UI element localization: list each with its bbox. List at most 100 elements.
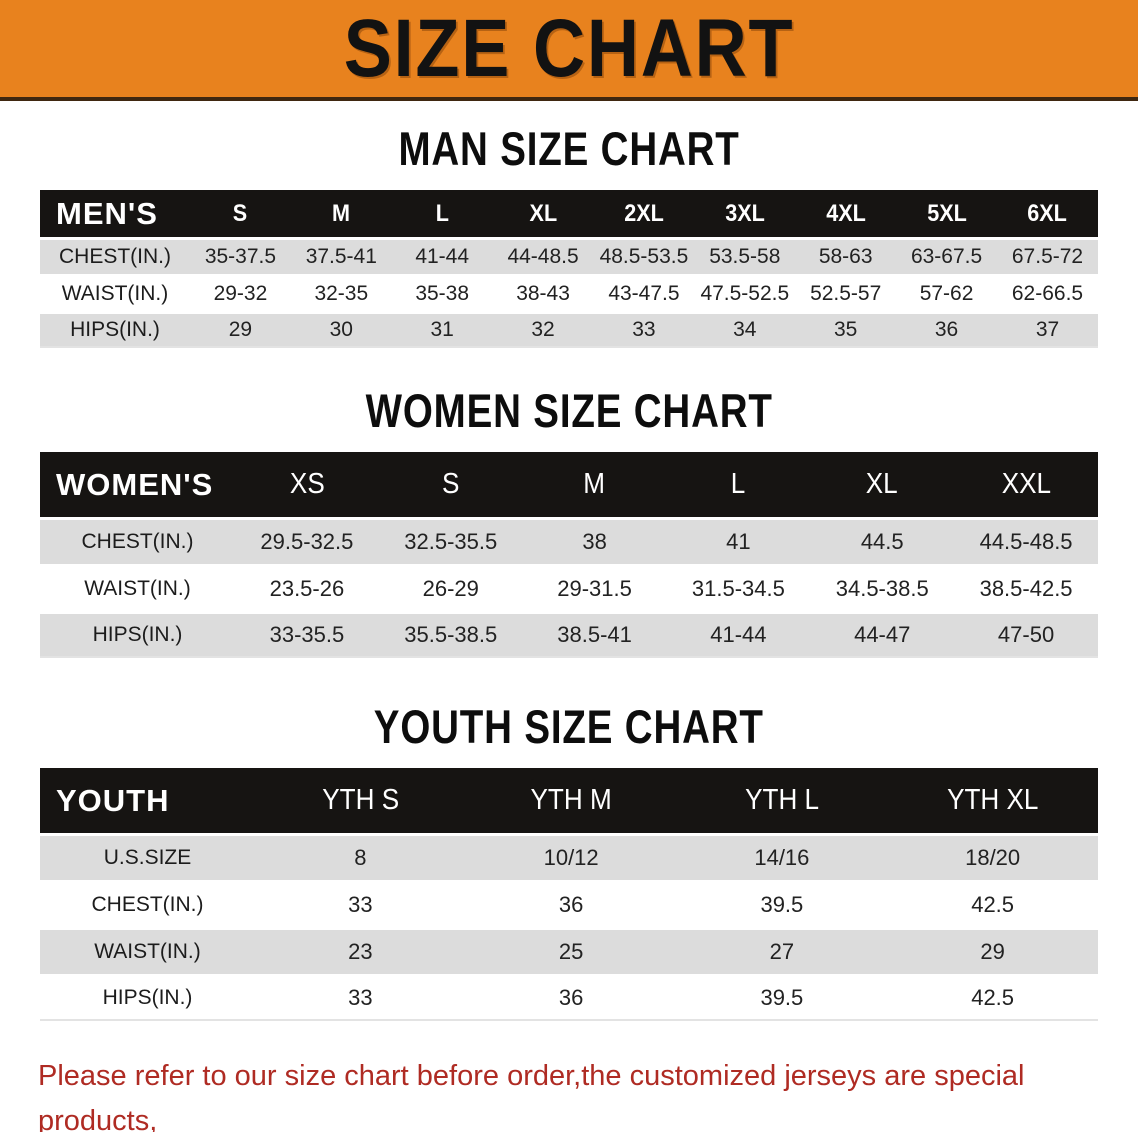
size-value: 34 bbox=[694, 314, 796, 348]
size-column-header: YTH S bbox=[255, 768, 466, 833]
size-value: 37.5-41 bbox=[290, 240, 392, 274]
row-label: CHEST(IN.) bbox=[40, 883, 255, 927]
size-column-header: YTH L bbox=[676, 768, 888, 833]
size-value: 52.5-57 bbox=[795, 277, 897, 311]
size-value: 33 bbox=[593, 314, 695, 348]
size-value: 26-29 bbox=[378, 567, 523, 611]
size-value: 57-62 bbox=[896, 277, 997, 311]
size-column-header: YTH M bbox=[465, 768, 677, 833]
table-row: WAIST(IN.) 23.5-26 26-29 29-31.5 31.5-34.5 34… bbox=[40, 567, 1098, 611]
order-policy-notice: Please refer to our size chart before or… bbox=[38, 1054, 1138, 1132]
size-column-header: S bbox=[190, 190, 291, 237]
size-header-row: WOMEN'S XS S M L XL XXL bbox=[40, 452, 1098, 517]
size-value: 32 bbox=[492, 314, 594, 348]
group-label: WOMEN'S bbox=[40, 452, 235, 517]
women-size-table: WOMEN'S XS S M L XL XXL CHEST(IN.) 29.5-32.5 32.5… bbox=[40, 449, 1098, 661]
size-value: 25 bbox=[465, 930, 677, 974]
size-value: 38 bbox=[522, 520, 667, 564]
size-column-header: XL bbox=[810, 452, 955, 517]
size-value: 48.5-53.5 bbox=[593, 240, 695, 274]
size-value: 36 bbox=[896, 314, 997, 348]
size-value: 29-32 bbox=[190, 277, 291, 311]
size-value: 38.5-41 bbox=[522, 614, 667, 658]
size-value: 32.5-35.5 bbox=[378, 520, 523, 564]
size-value: 36 bbox=[465, 883, 677, 927]
size-header-row: MEN'S S M L XL 2XL 3XL 4XL 5XL 6XL bbox=[40, 190, 1098, 237]
size-value: 35.5-38.5 bbox=[378, 614, 523, 658]
size-value: 42.5 bbox=[887, 883, 1098, 927]
size-value: 44.5-48.5 bbox=[954, 520, 1098, 564]
size-value: 37 bbox=[997, 314, 1098, 348]
size-header-row: YOUTH YTH S YTH M YTH L YTH XL bbox=[40, 768, 1098, 833]
size-value: 29 bbox=[887, 930, 1098, 974]
size-column-header: M bbox=[290, 190, 392, 237]
size-value: 41 bbox=[666, 520, 811, 564]
youth-section-heading-text: YOUTH SIZE CHART bbox=[374, 700, 764, 753]
order-policy-line-1: Please refer to our size chart before or… bbox=[38, 1060, 1025, 1132]
banner-title: SIZE CHART bbox=[343, 2, 795, 94]
row-label: WAIST(IN.) bbox=[40, 567, 235, 611]
man-section-heading-text: MAN SIZE CHART bbox=[398, 122, 740, 175]
size-value: 29.5-32.5 bbox=[235, 520, 379, 564]
size-value: 29 bbox=[190, 314, 291, 348]
size-column-header: 4XL bbox=[795, 190, 897, 237]
size-column-header: 2XL bbox=[593, 190, 695, 237]
table-row: HIPS(IN.) 33 36 39.5 42.5 bbox=[40, 977, 1098, 1021]
table-row: WAIST(IN.) 23 25 27 29 bbox=[40, 930, 1098, 974]
size-value: 35-37.5 bbox=[190, 240, 291, 274]
size-value: 39.5 bbox=[676, 883, 888, 927]
size-value: 42.5 bbox=[887, 977, 1098, 1021]
size-value: 38-43 bbox=[492, 277, 594, 311]
man-section-heading: MAN SIZE CHART bbox=[0, 125, 1138, 172]
size-value: 8 bbox=[255, 836, 466, 880]
size-value: 34.5-38.5 bbox=[810, 567, 955, 611]
size-value: 44-47 bbox=[810, 614, 955, 658]
size-column-header: YTH XL bbox=[887, 768, 1098, 833]
size-value: 29-31.5 bbox=[522, 567, 667, 611]
group-label: MEN'S bbox=[40, 190, 190, 237]
size-value: 53.5-58 bbox=[694, 240, 796, 274]
size-column-header: L bbox=[391, 190, 493, 237]
row-label: HIPS(IN.) bbox=[40, 977, 255, 1021]
size-value: 38.5-42.5 bbox=[954, 567, 1098, 611]
table-row: CHEST(IN.) 33 36 39.5 42.5 bbox=[40, 883, 1098, 927]
youth-size-table: YOUTH YTH S YTH M YTH L YTH XL U.S.SIZE 8 10/12… bbox=[40, 765, 1098, 1024]
size-value: 67.5-72 bbox=[997, 240, 1098, 274]
women-section-heading-text: WOMEN SIZE CHART bbox=[365, 384, 773, 437]
row-label: HIPS(IN.) bbox=[40, 614, 235, 658]
size-chart-banner: SIZE CHART bbox=[0, 0, 1138, 101]
size-value: 35 bbox=[795, 314, 897, 348]
size-value: 39.5 bbox=[676, 977, 888, 1021]
size-value: 41-44 bbox=[391, 240, 493, 274]
size-value: 30 bbox=[290, 314, 392, 348]
men-size-table: MEN'S S M L XL 2XL 3XL 4XL 5XL 6XL CHEST(IN.) 35-37… bbox=[40, 187, 1098, 351]
size-value: 18/20 bbox=[887, 836, 1098, 880]
size-column-header: L bbox=[666, 452, 811, 517]
table-row: HIPS(IN.) 33-35.5 35.5-38.5 38.5-41 41-44 44-… bbox=[40, 614, 1098, 658]
size-value: 33 bbox=[255, 977, 466, 1021]
row-label: WAIST(IN.) bbox=[40, 277, 190, 311]
size-column-header: XL bbox=[492, 190, 594, 237]
size-column-header: 5XL bbox=[896, 190, 997, 237]
size-column-header: S bbox=[378, 452, 523, 517]
youth-section-heading: YOUTH SIZE CHART bbox=[0, 703, 1138, 750]
row-label: HIPS(IN.) bbox=[40, 314, 190, 348]
size-value: 23 bbox=[255, 930, 466, 974]
size-column-header: XS bbox=[235, 452, 379, 517]
group-label: YOUTH bbox=[40, 768, 255, 833]
size-value: 33 bbox=[255, 883, 466, 927]
size-value: 47-50 bbox=[954, 614, 1098, 658]
table-row: CHEST(IN.) 35-37.5 37.5-41 41-44 44-48.5 48.5… bbox=[40, 240, 1098, 274]
size-column-header: XXL bbox=[954, 452, 1098, 517]
size-value: 10/12 bbox=[465, 836, 677, 880]
row-label: U.S.SIZE bbox=[40, 836, 255, 880]
size-value: 27 bbox=[676, 930, 888, 974]
table-row: U.S.SIZE 8 10/12 14/16 18/20 bbox=[40, 836, 1098, 880]
size-column-header: M bbox=[522, 452, 667, 517]
size-value: 43-47.5 bbox=[593, 277, 695, 311]
size-value: 44.5 bbox=[810, 520, 955, 564]
size-value: 63-67.5 bbox=[896, 240, 997, 274]
size-value: 33-35.5 bbox=[235, 614, 379, 658]
row-label: CHEST(IN.) bbox=[40, 240, 190, 274]
size-value: 23.5-26 bbox=[235, 567, 379, 611]
